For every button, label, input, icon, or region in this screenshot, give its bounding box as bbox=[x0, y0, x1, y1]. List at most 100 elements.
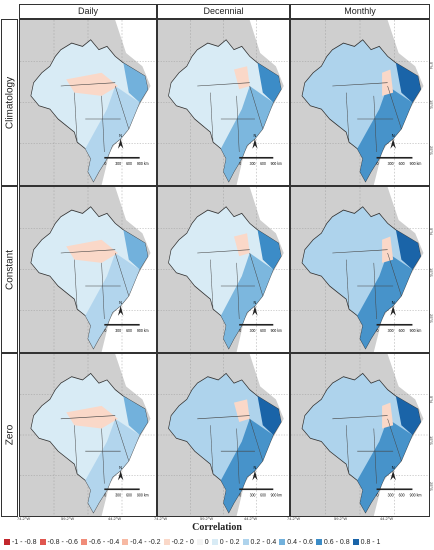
scale-label: 0 bbox=[239, 161, 241, 167]
state-border bbox=[332, 82, 388, 87]
scale-bar bbox=[239, 156, 274, 159]
state-border bbox=[60, 82, 116, 87]
map-panel-zero-decennial: N 0 300 600 900 km bbox=[157, 353, 290, 517]
map-svg: N 0 300 600 900 km bbox=[291, 187, 429, 352]
scale-bar bbox=[104, 323, 140, 326]
northeast-region bbox=[257, 229, 282, 270]
state-border bbox=[74, 259, 78, 310]
map-svg: N 0 300 600 900 km bbox=[158, 354, 289, 516]
map-panel-climatology-decennial: N 0 300 600 900 km bbox=[157, 19, 290, 186]
state-border bbox=[197, 249, 250, 254]
northeast-region bbox=[395, 396, 421, 435]
scale-label: 600 bbox=[260, 328, 266, 334]
scale-label: 900 km bbox=[137, 492, 149, 497]
high-correlation-region bbox=[85, 418, 140, 513]
scale-bar bbox=[104, 488, 140, 491]
state-border bbox=[387, 85, 402, 130]
high-correlation-region bbox=[220, 418, 274, 513]
north-arrow-icon bbox=[390, 470, 396, 481]
north-arrow-icon bbox=[252, 305, 258, 316]
state-border bbox=[210, 92, 214, 143]
legend-label: 0 bbox=[204, 538, 209, 546]
north-label: N bbox=[392, 465, 395, 470]
legend-label: 0 - 0.2 bbox=[219, 538, 240, 546]
legend-item: 0.6 - 0.8 bbox=[315, 538, 350, 546]
row-header-climatology: Climatology bbox=[1, 19, 18, 186]
low-correlation-region bbox=[382, 402, 394, 429]
state-border bbox=[197, 415, 250, 420]
scale-label: 600 bbox=[260, 161, 266, 167]
state-border bbox=[60, 415, 116, 420]
state-border bbox=[249, 418, 264, 462]
north-arrow-icon bbox=[252, 470, 258, 481]
state-border bbox=[236, 262, 240, 320]
north-arrow-icon bbox=[117, 138, 124, 149]
state-border bbox=[101, 95, 105, 153]
scale-label: 900 km bbox=[410, 161, 422, 166]
legend-swatch bbox=[352, 539, 359, 545]
scale-label: 0 bbox=[104, 328, 107, 333]
lon-tick-3-col1: 44.2°W bbox=[108, 516, 122, 521]
scale-label: 0 bbox=[239, 328, 241, 334]
map-svg: N 0 300 600 900 km bbox=[20, 20, 156, 185]
map-svg: N 0 300 600 900 km bbox=[20, 187, 156, 352]
state-border bbox=[236, 95, 240, 153]
state-border bbox=[114, 418, 130, 462]
lon-tick-2-col3: 59.2°W bbox=[334, 516, 348, 521]
scale-label: 0 bbox=[377, 161, 380, 166]
scale-bar bbox=[239, 488, 274, 491]
column-header-daily: Daily bbox=[19, 4, 157, 19]
low-correlation-region bbox=[382, 236, 394, 263]
scale-bar bbox=[239, 323, 274, 326]
state-border bbox=[387, 252, 402, 297]
scale-bar bbox=[104, 156, 140, 159]
legend-item: 0.2 - 0.4 bbox=[242, 539, 276, 546]
legend-label: 0.6 - 0.8 bbox=[323, 538, 350, 546]
legend-item: 0.8 - 1 bbox=[352, 539, 380, 546]
scale-bar bbox=[376, 156, 413, 159]
state-border bbox=[373, 428, 377, 484]
lat-tick-1-row3: 5°N bbox=[429, 396, 434, 403]
legend-swatch bbox=[39, 539, 46, 545]
lon-tick-3-col2: 44.2°W bbox=[244, 516, 258, 521]
north-arrow-icon bbox=[252, 138, 258, 149]
row-header-zero: Zero bbox=[1, 353, 18, 517]
scale-label: 300 bbox=[250, 161, 256, 167]
high-correlation-region bbox=[357, 253, 413, 349]
high-correlation-region bbox=[357, 86, 413, 182]
lon-tick-1-col2: 74.2°W bbox=[154, 516, 168, 521]
low-correlation-region bbox=[382, 69, 394, 96]
scale-label: 0 bbox=[377, 328, 380, 333]
northeast-region bbox=[395, 229, 421, 270]
lat-tick-2-row3: 15°S bbox=[429, 436, 434, 445]
scale-label: 0 bbox=[239, 493, 241, 497]
high-correlation-region bbox=[220, 86, 274, 182]
north-arrow-icon bbox=[390, 305, 396, 316]
legend-item: -0.6 - -0.4 bbox=[80, 539, 119, 546]
northeast-region bbox=[123, 62, 148, 103]
scale-label: 900 km bbox=[137, 328, 149, 333]
legend-label: -0.2 - 0 bbox=[171, 538, 194, 546]
scale-label: 300 bbox=[115, 328, 122, 333]
legend-label: -1 - -0.8 bbox=[12, 538, 37, 546]
legend-swatch bbox=[80, 539, 87, 545]
high-correlation-region bbox=[85, 253, 140, 349]
scale-label: 0 bbox=[104, 492, 106, 497]
scale-label: 900 km bbox=[271, 328, 282, 334]
scale-label: 300 bbox=[388, 328, 395, 333]
scale-label: 600 bbox=[126, 328, 133, 333]
scale-label: 600 bbox=[399, 328, 406, 333]
state-border bbox=[101, 428, 105, 484]
map-svg: N 0 300 600 900 km bbox=[158, 20, 289, 185]
scale-label: 900 km bbox=[271, 493, 282, 497]
state-border bbox=[373, 262, 377, 320]
state-border bbox=[114, 85, 130, 130]
legend-item: 0.4 - 0.6 bbox=[279, 539, 313, 546]
lat-tick-2-row2: 15°S bbox=[429, 268, 434, 277]
map-panel-climatology-daily: N 0 300 600 900 km bbox=[19, 19, 157, 186]
state-border bbox=[74, 425, 78, 474]
legend-label: -0.8 - -0.6 bbox=[47, 538, 78, 546]
scale-label: 0 bbox=[104, 161, 107, 166]
lat-tick-1-row2: 5°N bbox=[429, 228, 434, 235]
